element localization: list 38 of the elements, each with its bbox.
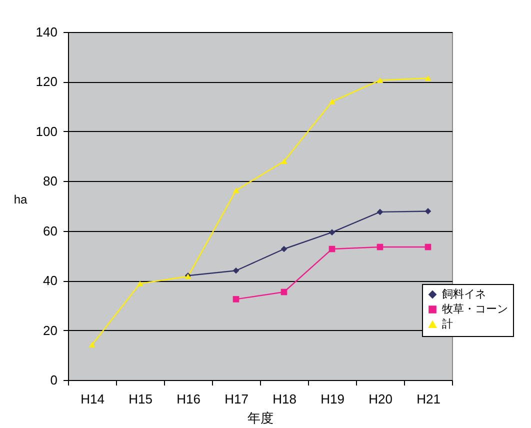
legend-label: 牧草・コーン [442, 302, 508, 316]
point [328, 98, 336, 104]
point [424, 75, 432, 81]
point [280, 246, 288, 252]
x-tick-label: H15 [128, 392, 152, 406]
y-tick-label: 140 [36, 24, 58, 40]
point [376, 77, 384, 83]
point [424, 208, 432, 214]
legend-label: 飼料イネ [442, 288, 486, 300]
point [232, 296, 240, 302]
x-axis-title: 年度 [248, 410, 274, 426]
x-tick-label: H20 [368, 392, 392, 406]
y-tick-label: 60 [43, 223, 58, 238]
point [328, 229, 336, 236]
point [376, 208, 384, 216]
point [88, 342, 96, 348]
point [280, 158, 288, 164]
x-tick-label: H16 [176, 392, 200, 406]
y-tick-label: 80 [43, 174, 58, 189]
x-tick-label: H21 [416, 392, 440, 406]
point [232, 188, 240, 194]
legend-label: 計 [442, 318, 453, 330]
y-tick-label: 120 [36, 74, 58, 90]
y-tick-label: 40 [43, 273, 58, 288]
point [136, 280, 144, 286]
x-tick-label: H14 [80, 392, 104, 406]
x-tick-label: H17 [224, 392, 248, 406]
point [376, 244, 384, 250]
point [280, 288, 288, 296]
y-axis-title: ha [14, 192, 28, 206]
point [424, 244, 432, 250]
y-tick-label: 100 [36, 124, 58, 139]
point [232, 267, 240, 274]
x-tick-label: H19 [320, 392, 344, 406]
point [328, 246, 336, 252]
y-tick-label: 20 [43, 322, 58, 338]
y-tick-label: 0 [50, 372, 58, 388]
x-tick-label: H18 [272, 392, 296, 406]
